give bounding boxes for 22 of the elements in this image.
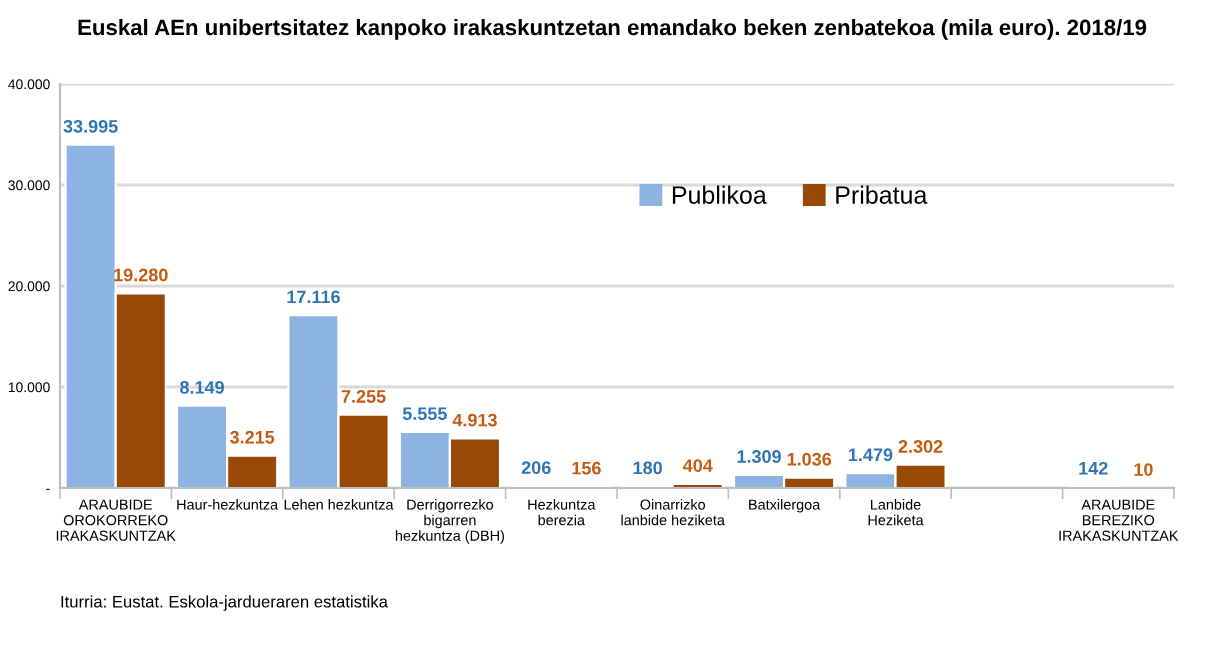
data-label: 1.036 xyxy=(787,452,832,466)
data-label: 33.995 xyxy=(63,119,118,133)
data-label: 7.255 xyxy=(341,390,386,403)
data-label: 206 xyxy=(521,461,551,475)
data-label: 17.116 xyxy=(287,290,340,304)
legend-label: Pribatua xyxy=(836,185,928,204)
data-label: 3.215 xyxy=(229,430,275,444)
data-label: 156 xyxy=(572,461,601,475)
legend-label: Publikoa xyxy=(672,185,767,204)
text: Iturria: Eustat. Eskola-jardueraren estatistika xyxy=(61,595,388,611)
data-label: 19.280 xyxy=(114,268,168,282)
data-label: 2.302 xyxy=(898,440,943,453)
chart-title: Euskal AEn unibertsitatez kanpoko irakaskuntzetan emandako beken zenbatekoa (mila euro). 2018/19 xyxy=(78,18,1147,40)
data-label: 404 xyxy=(682,459,713,473)
data-label: 5.555 xyxy=(402,407,447,420)
data-label: 142 xyxy=(1079,461,1108,475)
data-label: 10 xyxy=(1134,463,1153,476)
data-label: 4.913 xyxy=(452,413,497,427)
data-label: 8.149 xyxy=(180,381,224,394)
data-label: 1.309 xyxy=(737,450,781,463)
data-label: 180 xyxy=(633,461,662,475)
data-label: 1.479 xyxy=(848,448,893,462)
